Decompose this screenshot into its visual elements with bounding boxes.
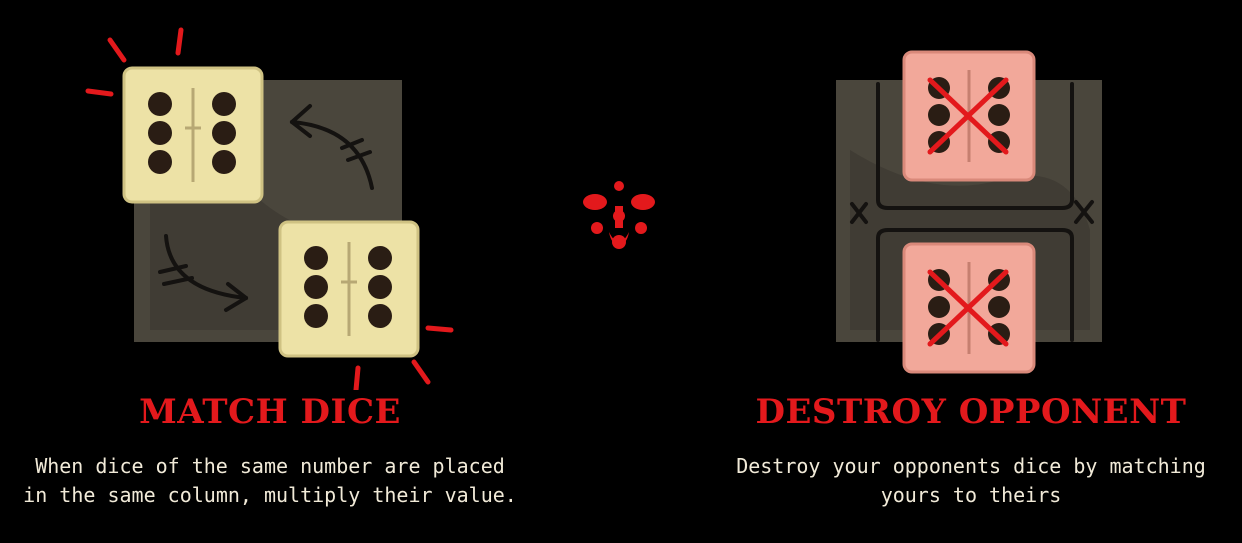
cross-mark-icon — [927, 269, 1009, 347]
panel-title: DESTROY OPPONENT — [755, 392, 1187, 432]
panel-title: MATCH DICE — [139, 392, 401, 432]
match-dice-illustration — [85, 27, 454, 390]
cross-mark-icon — [927, 77, 1009, 155]
die-highlighted — [122, 66, 264, 204]
cult-emblem-icon — [583, 181, 655, 249]
description-line: yours to theirs — [880, 483, 1062, 507]
die-destroyed — [902, 50, 1036, 182]
destroy-opponent-illustration — [836, 50, 1102, 374]
panel-description: Destroy your opponents dice by matching … — [700, 452, 1242, 510]
match-dice-panel: MATCH DICE When dice of the same number … — [0, 0, 540, 543]
destroy-opponent-panel: DESTROY OPPONENT Destroy your opponents … — [700, 0, 1242, 543]
pip-group — [304, 246, 392, 328]
swap-arrow-icon — [158, 104, 374, 312]
description-line: When dice of the same number are placed — [35, 454, 505, 478]
panel-description: When dice of the same number are placed … — [0, 452, 540, 510]
pip-group — [148, 92, 236, 174]
die-destroyed — [902, 242, 1036, 374]
spark-icon — [85, 27, 454, 390]
column-lines — [850, 82, 1094, 342]
description-line: in the same column, multiply their value… — [23, 483, 517, 507]
die-highlighted — [278, 220, 420, 358]
description-line: Destroy your opponents dice by matching — [736, 454, 1206, 478]
